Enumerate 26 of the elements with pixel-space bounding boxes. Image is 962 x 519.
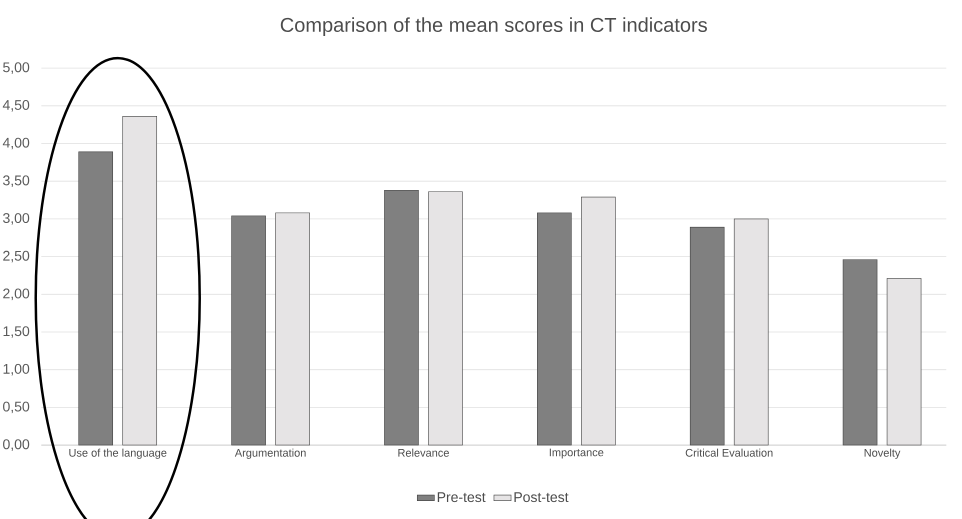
y-tick-label: 0,50 xyxy=(3,402,30,414)
y-tick-label: 5,00 xyxy=(3,62,30,74)
y-tick-label: 3,00 xyxy=(3,213,30,225)
x-tick-label: Novelty xyxy=(864,448,900,459)
x-tick-label: Importance xyxy=(550,448,604,458)
y-tick-label: 2,50 xyxy=(3,250,30,262)
y-tick-label: 4,00 xyxy=(2,138,30,150)
legend-label: Post-test xyxy=(514,492,568,502)
bar xyxy=(537,212,572,446)
y-tick-label: 1,00 xyxy=(4,364,30,376)
y-tick-label: 4,50 xyxy=(2,100,30,112)
bar xyxy=(78,151,114,446)
y-tick-label: 2,00 xyxy=(3,288,30,300)
y-tick-label: 0,00 xyxy=(3,439,30,451)
bar xyxy=(384,190,419,446)
bar xyxy=(842,259,878,446)
x-tick-label: Use of the language xyxy=(69,448,166,459)
y-tick-label: 1,50 xyxy=(4,326,30,338)
x-tick-label: Relevance xyxy=(398,448,449,457)
y-tick-label: 3,50 xyxy=(3,175,30,187)
x-tick-label: Critical Evaluation xyxy=(686,448,772,457)
chart-title: Comparison of the mean scores in CT indicators xyxy=(280,17,707,36)
x-tick-label: Argumentation xyxy=(234,448,306,459)
bar xyxy=(690,226,724,446)
legend-label: Pre-test xyxy=(438,492,486,502)
bar xyxy=(231,216,266,446)
